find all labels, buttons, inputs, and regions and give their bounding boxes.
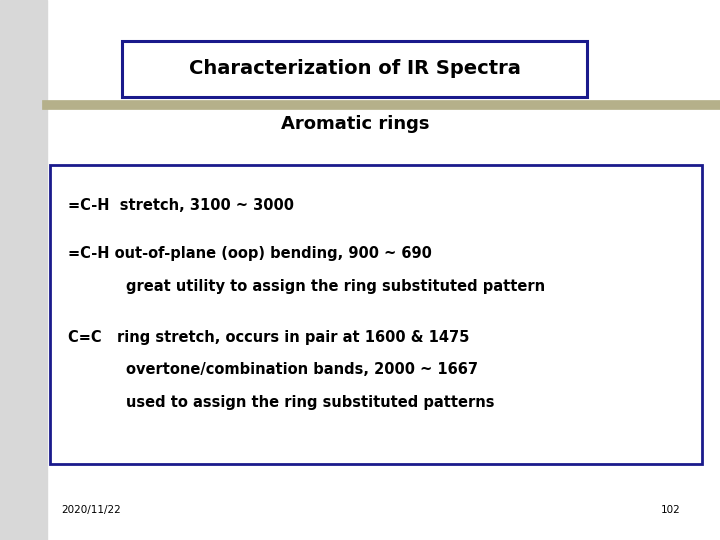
FancyBboxPatch shape (122, 40, 587, 97)
Text: C=C   ring stretch, occurs in pair at 1600 & 1475: C=C ring stretch, occurs in pair at 1600… (68, 330, 469, 345)
Text: 102: 102 (661, 505, 680, 515)
Bar (0, 0, 47, 540)
Text: Aromatic rings: Aromatic rings (281, 115, 429, 133)
Text: =C-H  stretch, 3100 ~ 3000: =C-H stretch, 3100 ~ 3000 (68, 198, 294, 213)
Text: 2020/11/22: 2020/11/22 (61, 505, 121, 515)
Text: used to assign the ring substituted patterns: used to assign the ring substituted patt… (126, 395, 495, 410)
Text: overtone/combination bands, 2000 ~ 1667: overtone/combination bands, 2000 ~ 1667 (126, 362, 478, 377)
Text: =C-H out-of-plane (oop) bending, 900 ~ 690: =C-H out-of-plane (oop) bending, 900 ~ 6… (68, 246, 432, 261)
Text: great utility to assign the ring substituted pattern: great utility to assign the ring substit… (126, 279, 545, 294)
FancyBboxPatch shape (50, 165, 702, 464)
Text: Characterization of IR Spectra: Characterization of IR Spectra (189, 59, 521, 78)
